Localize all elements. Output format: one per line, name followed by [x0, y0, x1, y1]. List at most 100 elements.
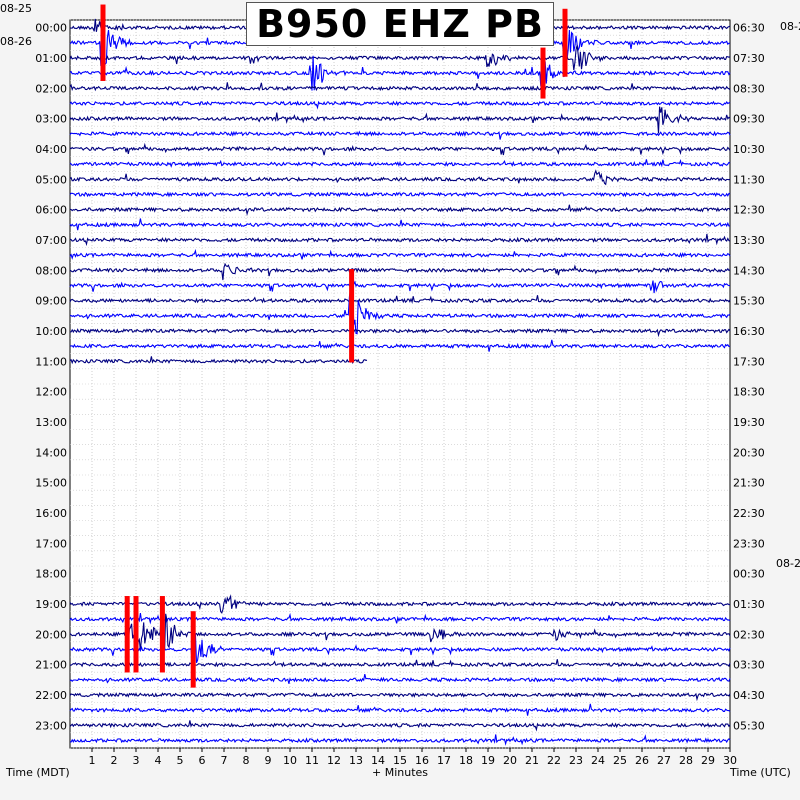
x-axis-label: + Minutes	[372, 766, 429, 779]
x-tick-label: 12	[327, 754, 341, 767]
trace-row	[69, 612, 731, 625]
trace-row	[69, 609, 731, 657]
left-hour-label: 14:00	[35, 446, 67, 459]
trace-row	[69, 280, 730, 294]
chart-title: B950 EHZ PB	[256, 2, 544, 46]
x-tick-label: 28	[679, 754, 693, 767]
right-axis-label: Time (UTC)	[730, 766, 791, 779]
trace-row	[69, 218, 730, 231]
x-tick-label: 21	[525, 754, 539, 767]
trace-row	[69, 142, 731, 156]
left-hour-label: 16:00	[35, 507, 67, 520]
trace-row	[69, 703, 731, 716]
x-tick-label: 17	[437, 754, 451, 767]
left-hour-label: 03:00	[35, 113, 67, 126]
right-hour-label: 02:30	[733, 628, 765, 641]
x-tick-label: 23	[569, 754, 583, 767]
left-hour-label: 01:00	[35, 52, 67, 65]
left-hour-label: 15:00	[35, 477, 67, 490]
x-tick-label: 5	[177, 754, 184, 767]
x-tick-label: 10	[283, 754, 297, 767]
left-hour-label: 17:00	[35, 537, 67, 550]
x-tick-label: 16	[415, 754, 429, 767]
trace-row	[69, 633, 731, 671]
x-tick-label: 20	[503, 754, 517, 767]
trace-row	[69, 262, 731, 281]
x-tick-label: 11	[305, 754, 319, 767]
right-hour-label: 13:30	[733, 234, 765, 247]
clipped-event-marker	[540, 47, 546, 99]
right-hour-label: 14:30	[733, 264, 765, 277]
x-tick-label: 4	[155, 754, 162, 767]
right-hour-label: 21:30	[733, 477, 765, 490]
trace-row	[69, 356, 368, 365]
x-tick-label: 22	[547, 754, 561, 767]
x-tick-label: 7	[221, 754, 228, 767]
right-hour-label: 03:30	[733, 659, 765, 672]
trace-row	[70, 734, 731, 746]
trace-row	[69, 82, 731, 92]
left-hour-label: 05:00	[35, 173, 67, 186]
right-date-label: 08-2	[776, 557, 800, 570]
left-hour-label: 19:00	[35, 598, 67, 611]
right-hour-label: 07:30	[733, 52, 765, 65]
right-hour-label: 11:30	[733, 173, 765, 186]
left-hour-label: 20:00	[35, 628, 67, 641]
right-hour-label: 09:30	[733, 113, 765, 126]
trace-row	[70, 659, 731, 669]
x-tick-label: 9	[265, 754, 272, 767]
x-tick-label: 24	[591, 754, 605, 767]
x-tick-label: 1	[89, 754, 96, 767]
x-tick-label: 3	[133, 754, 140, 767]
x-tick-label: 30	[723, 754, 737, 767]
left-hour-label: 22:00	[35, 689, 67, 702]
left-hour-label: 10:00	[35, 325, 67, 338]
left-hour-label: 11:00	[35, 355, 67, 368]
x-tick-label: 6	[199, 754, 206, 767]
right-hour-label: 15:30	[733, 295, 765, 308]
chart-title-box: B950 EHZ PB	[246, 2, 554, 46]
x-tick-label: 29	[701, 754, 715, 767]
right-hour-label: 04:30	[733, 689, 765, 702]
clipped-event-marker	[562, 8, 568, 77]
right-hour-label: 20:30	[733, 446, 765, 459]
left-axis-label: Time (MDT)	[6, 766, 70, 779]
left-hour-label: 02:00	[35, 82, 67, 95]
left-hour-label: 00:00	[35, 22, 67, 35]
left-hour-label: 23:00	[35, 719, 67, 732]
trace-row	[69, 55, 731, 91]
clipped-event-marker	[133, 596, 139, 673]
trace-row	[69, 106, 731, 134]
left-hour-label: 12:00	[35, 386, 67, 399]
right-hour-label: 22:30	[733, 507, 765, 520]
right-hour-label: 19:30	[733, 416, 765, 429]
right-date-label: 08-2	[780, 20, 800, 33]
trace-row	[69, 130, 731, 140]
right-hour-label: 06:30	[733, 22, 765, 35]
trace-row	[69, 169, 731, 186]
trace-row	[69, 720, 731, 732]
left-hour-label: 04:00	[35, 143, 67, 156]
x-tick-label: 13	[349, 754, 363, 767]
x-tick-label: 2	[111, 754, 118, 767]
right-hour-label: 10:30	[733, 143, 765, 156]
trace-row	[69, 100, 731, 110]
trace-row	[69, 248, 731, 260]
trace-row	[69, 295, 731, 305]
x-tick-label: 18	[459, 754, 473, 767]
x-tick-label: 27	[657, 754, 671, 767]
clipped-event-marker	[100, 4, 106, 81]
x-tick-label: 8	[243, 754, 250, 767]
trace-row	[69, 191, 731, 198]
left-hour-label: 18:00	[35, 568, 67, 581]
right-hour-label: 00:30	[733, 568, 765, 581]
left-date-label: 08-25	[0, 2, 32, 15]
clipped-event-marker	[159, 596, 165, 673]
trace-row	[69, 45, 731, 71]
x-tick-label: 14	[371, 754, 385, 767]
x-tick-label: 15	[393, 754, 407, 767]
right-hour-label: 08:30	[733, 82, 765, 95]
left-date-label: 08-26	[0, 35, 32, 48]
x-tick-label: 26	[635, 754, 649, 767]
